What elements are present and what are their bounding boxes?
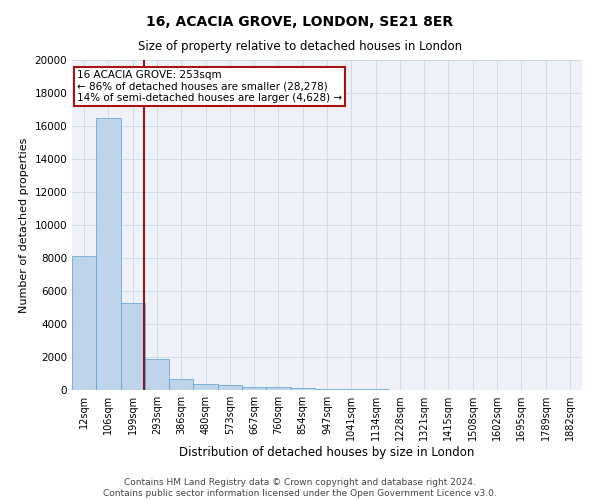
Bar	[266, 387, 290, 390]
Bar	[193, 384, 218, 390]
Bar	[242, 386, 266, 390]
Text: 16, ACACIA GROVE, LONDON, SE21 8ER: 16, ACACIA GROVE, LONDON, SE21 8ER	[146, 15, 454, 29]
Bar	[315, 388, 339, 390]
Bar	[339, 389, 364, 390]
Bar	[145, 360, 169, 390]
Bar	[169, 380, 193, 390]
Bar	[290, 388, 315, 390]
Bar	[96, 118, 121, 390]
X-axis label: Distribution of detached houses by size in London: Distribution of detached houses by size …	[179, 446, 475, 459]
Text: 16 ACACIA GROVE: 253sqm
← 86% of detached houses are smaller (28,278)
14% of sem: 16 ACACIA GROVE: 253sqm ← 86% of detache…	[77, 70, 342, 103]
Text: Contains HM Land Registry data © Crown copyright and database right 2024.
Contai: Contains HM Land Registry data © Crown c…	[103, 478, 497, 498]
Bar	[72, 256, 96, 390]
Text: Size of property relative to detached houses in London: Size of property relative to detached ho…	[138, 40, 462, 53]
Bar	[121, 302, 145, 390]
Y-axis label: Number of detached properties: Number of detached properties	[19, 138, 29, 312]
Bar	[218, 386, 242, 390]
